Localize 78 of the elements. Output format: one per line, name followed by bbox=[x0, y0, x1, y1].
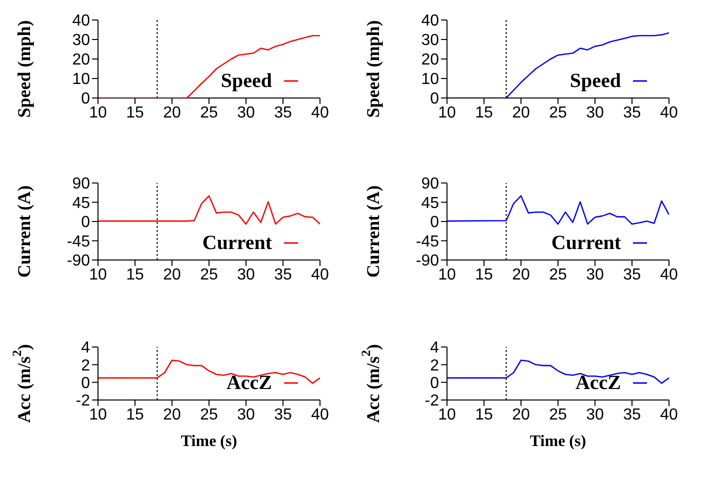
x-tick-label: 35 bbox=[623, 104, 641, 122]
y-axis-title: Speed (mph) bbox=[363, 20, 383, 118]
x-tick-label: 30 bbox=[237, 266, 255, 284]
y-tick-label: -2 bbox=[424, 392, 440, 410]
x-tick-label: 15 bbox=[126, 406, 144, 424]
x-tick-label: 30 bbox=[237, 406, 255, 424]
x-tick-label: 40 bbox=[311, 266, 329, 284]
y-axis-title: Speed (mph) bbox=[14, 20, 34, 118]
y-tick-label: 0 bbox=[81, 90, 90, 108]
x-axis-title: Time (s) bbox=[530, 433, 586, 450]
x-tick-label: 35 bbox=[274, 406, 292, 424]
x-tick-label: 30 bbox=[586, 104, 604, 122]
x-tick-label: 40 bbox=[660, 406, 678, 424]
y-tick-label: -90 bbox=[416, 252, 440, 270]
x-tick-label: 20 bbox=[163, 406, 181, 424]
x-tick-label: 20 bbox=[512, 406, 530, 424]
x-tick-label: 40 bbox=[311, 406, 329, 424]
y-tick-label: 30 bbox=[72, 32, 90, 50]
x-tick-label: 25 bbox=[549, 104, 567, 122]
y-tick-label: 0 bbox=[430, 90, 440, 108]
y-axis-title: Current (A) bbox=[14, 185, 34, 278]
y-tick-label: 45 bbox=[421, 194, 440, 212]
legend-label: Speed bbox=[220, 70, 272, 92]
x-tick-label: 15 bbox=[475, 266, 493, 284]
legend-label: Current bbox=[202, 232, 272, 254]
y-tick-label: -2 bbox=[76, 392, 90, 410]
y-tick-label: 4 bbox=[430, 340, 440, 357]
y-tick-label: 2 bbox=[430, 357, 440, 374]
x-tick-label: 20 bbox=[163, 104, 181, 122]
x-tick-label: 30 bbox=[237, 104, 255, 122]
x-tick-label: 25 bbox=[549, 406, 567, 424]
x-tick-label: 30 bbox=[586, 406, 604, 424]
x-tick-label: 25 bbox=[549, 266, 567, 284]
x-tick-label: 40 bbox=[311, 104, 329, 122]
y-axis-title: Current (A) bbox=[363, 185, 383, 278]
x-tick-label: 35 bbox=[274, 266, 292, 284]
y-tick-label: 30 bbox=[421, 32, 440, 50]
x-tick-label: 35 bbox=[623, 406, 641, 424]
x-tick-label: 15 bbox=[126, 104, 144, 122]
legend-label: AccZ bbox=[226, 372, 272, 394]
x-tick-label: 35 bbox=[623, 266, 641, 284]
x-tick-label: 20 bbox=[163, 266, 181, 284]
x-tick-label: 15 bbox=[126, 266, 144, 284]
y-tick-label: 0 bbox=[81, 375, 90, 392]
x-axis-title: Time (s) bbox=[180, 433, 238, 450]
legend-label: AccZ bbox=[575, 372, 621, 394]
y-tick-label: 20 bbox=[72, 52, 90, 69]
y-tick-label: -90 bbox=[66, 252, 90, 270]
x-tick-label: 25 bbox=[200, 406, 218, 424]
x-tick-label: 25 bbox=[200, 104, 218, 122]
x-tick-label: 40 bbox=[660, 266, 678, 284]
y-tick-label: 0 bbox=[430, 214, 440, 232]
y-tick-label: 10 bbox=[72, 71, 90, 88]
y-tick-label: -45 bbox=[66, 233, 90, 250]
x-tick-label: 20 bbox=[512, 104, 530, 122]
x-tick-label: 30 bbox=[586, 266, 604, 284]
y-tick-label: 40 bbox=[421, 12, 440, 30]
y-tick-label: 20 bbox=[421, 52, 440, 69]
line-series bbox=[447, 195, 669, 225]
y-tick-label: 0 bbox=[430, 375, 440, 392]
y-tick-label: -45 bbox=[416, 233, 440, 250]
line-series bbox=[98, 195, 320, 225]
x-tick-label: 15 bbox=[475, 406, 493, 424]
x-tick-label: 35 bbox=[274, 104, 292, 122]
legend-label: Current bbox=[551, 232, 621, 254]
x-tick-label: 25 bbox=[200, 266, 218, 284]
x-tick-label: 15 bbox=[475, 104, 493, 122]
x-tick-label: 40 bbox=[660, 104, 678, 122]
y-tick-label: 2 bbox=[81, 357, 90, 374]
legend-label: Speed bbox=[570, 70, 621, 92]
y-tick-label: 10 bbox=[421, 71, 440, 88]
y-tick-label: 90 bbox=[72, 176, 90, 193]
y-tick-label: 40 bbox=[72, 12, 90, 30]
y-tick-label: 90 bbox=[421, 176, 440, 193]
y-tick-label: 45 bbox=[72, 194, 90, 212]
y-tick-label: 0 bbox=[81, 214, 90, 232]
y-tick-label: 4 bbox=[81, 340, 90, 357]
x-tick-label: 20 bbox=[512, 266, 530, 284]
